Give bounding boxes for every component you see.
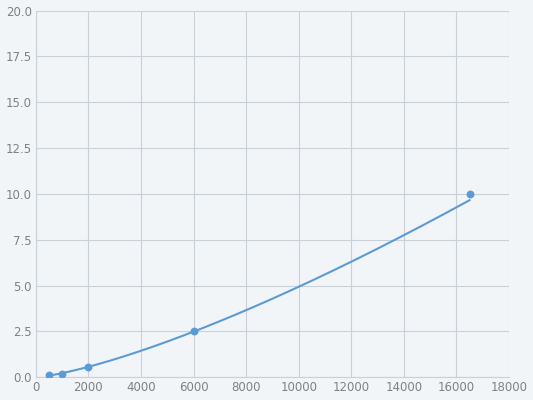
Point <box>58 370 67 377</box>
Point <box>189 328 198 335</box>
Point <box>84 364 93 370</box>
Point <box>45 372 53 379</box>
Point <box>465 191 474 197</box>
